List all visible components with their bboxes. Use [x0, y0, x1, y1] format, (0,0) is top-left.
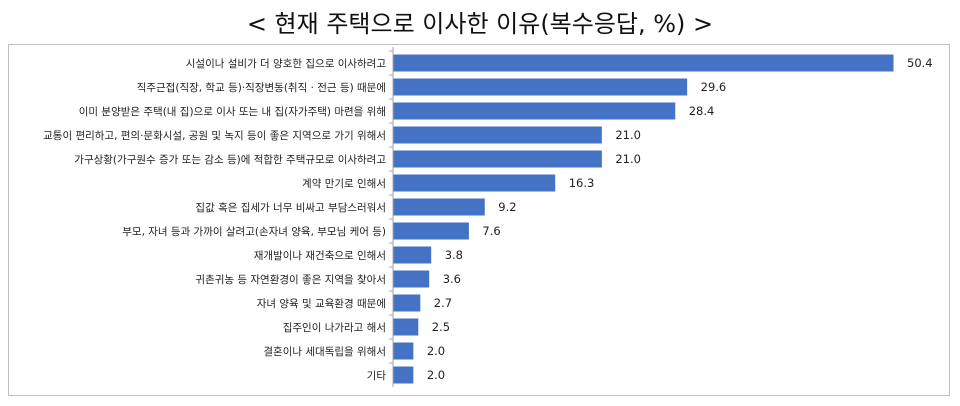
value-label: 7.6 — [482, 224, 500, 238]
value-label: 2.0 — [427, 344, 445, 358]
bar — [393, 102, 676, 120]
bar — [393, 78, 688, 96]
category-label: 교통이 편리하고, 편의·문화시설, 공원 및 녹지 등이 좋은 지역으로 가기… — [43, 129, 386, 142]
category-label: 귀촌귀농 등 자연환경이 좋은 지역을 찾아서 — [195, 273, 386, 286]
value-label: 3.6 — [443, 272, 461, 286]
category-label: 시설이나 설비가 더 양호한 집으로 이사하려고 — [186, 57, 387, 70]
category-label: 가구상황(가구원수 증가 또는 감소 등)에 적합한 주택규모로 이사하려고 — [74, 153, 386, 166]
category-label: 계약 만기로 인해서 — [302, 177, 386, 190]
value-label: 21.0 — [615, 152, 641, 166]
category-label: 집주인이 나가라고 해서 — [283, 321, 386, 334]
value-label: 50.4 — [907, 56, 933, 70]
bar — [393, 366, 414, 384]
bar — [393, 294, 421, 312]
bar — [393, 150, 602, 168]
category-label: 기타 — [367, 370, 387, 382]
bar — [393, 246, 432, 264]
bar — [393, 342, 414, 360]
value-label: 2.7 — [434, 296, 452, 310]
bar — [393, 222, 469, 240]
bar — [393, 54, 894, 72]
bar — [393, 126, 602, 144]
category-label: 결혼이나 세대독립을 위해서 — [263, 345, 386, 358]
value-label: 2.5 — [432, 320, 450, 334]
value-label: 21.0 — [615, 128, 641, 142]
value-label: 29.6 — [701, 80, 727, 94]
value-label: 9.2 — [498, 200, 516, 214]
bar — [393, 270, 430, 288]
category-label: 자녀 양육 및 교육환경 때문에 — [257, 297, 386, 310]
category-label: 직주근접(직장, 학교 등)·직장변동(취직 · 전근 등) 때문에 — [137, 82, 386, 94]
value-label: 2.0 — [427, 368, 445, 382]
bar — [393, 318, 419, 336]
chart-title: < 현재 주택으로 이사한 이유(복수응답, %) > — [246, 10, 714, 38]
bar — [393, 174, 556, 192]
bar — [393, 198, 485, 216]
value-label: 16.3 — [569, 176, 595, 190]
category-label: 재개발이나 재건축으로 인해서 — [254, 249, 386, 262]
value-label: 28.4 — [689, 104, 715, 118]
category-label: 이미 분양받은 주택(내 집)으로 이사 또는 내 집(자가주택) 마련을 위해 — [79, 105, 386, 118]
value-label: 3.8 — [445, 248, 463, 262]
category-label: 부모, 자녀 등과 가까이 살려고(손자녀 양육, 부모님 케어 등) — [122, 226, 386, 238]
category-label: 집값 혹은 집세가 너무 비싸고 부담스러워서 — [195, 201, 386, 214]
